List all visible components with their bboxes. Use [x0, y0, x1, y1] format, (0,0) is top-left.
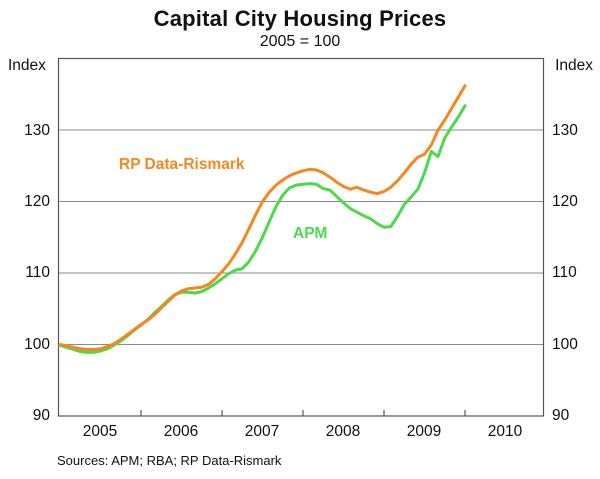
y-tick-left-120: 120 [24, 193, 50, 210]
chart-subtitle: 2005 = 100 [259, 33, 341, 50]
y-axis-unit-right: Index [555, 57, 593, 74]
y-tick-right-100: 100 [552, 336, 578, 353]
y-tick-left-100: 100 [24, 336, 50, 353]
x-tick-2005: 2005 [82, 423, 118, 440]
y-tick-right-110: 110 [552, 264, 577, 281]
series-label-apm: APM [293, 225, 328, 242]
y-tick-left-90: 90 [32, 407, 50, 424]
series-label-rp-data-rismark: RP Data-Rismark [119, 156, 245, 173]
apm-line [58, 104, 467, 354]
y-tick-right-90: 90 [552, 407, 570, 424]
x-tick-2010: 2010 [487, 423, 523, 440]
x-tick-2007: 2007 [244, 423, 280, 440]
y-tick-right-120: 120 [552, 193, 578, 210]
x-tick-2006: 2006 [163, 423, 199, 440]
y-tick-right-130: 130 [552, 122, 578, 139]
y-axis-unit-left: Index [8, 57, 46, 74]
plot-frame [57, 57, 545, 417]
y-tick-left-110: 110 [25, 264, 50, 281]
x-tick-2008: 2008 [325, 423, 361, 440]
y-tick-left-130: 130 [24, 122, 50, 139]
sources-note: Sources: APM; RBA; RP Data-Rismark [57, 453, 282, 468]
rp-data-rismark-line [58, 84, 467, 351]
x-tick-2009: 2009 [406, 423, 442, 440]
chart-title: Capital City Housing Prices [153, 6, 447, 31]
